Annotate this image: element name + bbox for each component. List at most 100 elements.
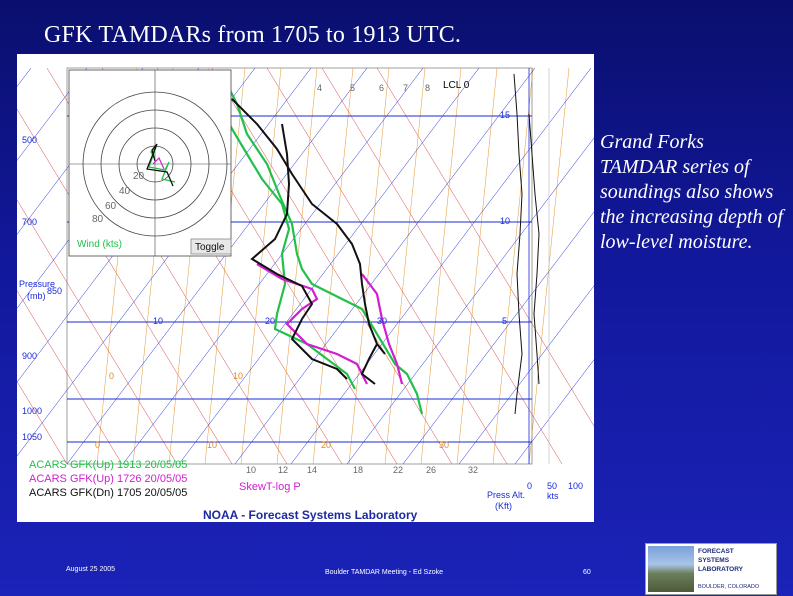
wind-barbs (513, 73, 540, 415)
logo-line3: LABORATORY (698, 566, 744, 573)
dry-adiabat-line (266, 67, 508, 465)
legend-entry-1726: ACARS GFK(Up) 1726 20/05/05 (29, 473, 187, 485)
mixing-ratio-top-label: 4 (317, 83, 322, 93)
temp-label-mid: 0 (109, 371, 114, 381)
hodograph-inset: 20 40 60 80 Wind (kts) Toggle (68, 69, 232, 257)
sounding-1705-temperature (231, 98, 386, 355)
mixing-ratio-bottom-label: 22 (393, 465, 403, 475)
sounding-1705-black (231, 98, 386, 385)
sounding-1913-green (205, 73, 424, 415)
logo-line2: SYSTEMS (698, 557, 730, 564)
isotherm-line (122, 67, 424, 465)
sounding-1726-temperature (361, 273, 404, 385)
mixing-ratio-line (312, 67, 354, 465)
isotherm-line (458, 285, 594, 465)
sounding-1705-extra (360, 343, 378, 385)
skewt-figure: LCL 0 4 5 6 7 8 Pressure (mb) 500 700 85… (17, 54, 594, 522)
hodograph-ring-label: 40 (119, 186, 131, 197)
slide-caption: Grand Forks TAMDAR series of soundings a… (600, 131, 784, 253)
legend-entry-1913: ACARS GFK(Up) 1913 20/05/05 (29, 459, 187, 471)
height-label: 10 (500, 216, 510, 226)
diagram-name: SkewT-log P (239, 481, 301, 493)
wind-speed-axis-label: 100 (568, 481, 583, 491)
temp-label-bottom: 20 (321, 440, 331, 450)
plot-frame (66, 67, 533, 465)
mixing-ratio-top-label: 8 (425, 83, 430, 93)
mountain-photo (648, 546, 694, 592)
temp-label-mid: 10 (233, 371, 243, 381)
pressure-axis-unit: (mb) (27, 291, 46, 301)
dry-adiabat-line (17, 199, 178, 465)
temp-label-upper: 20 (265, 316, 275, 326)
mixing-ratio-bottom-label: 12 (278, 465, 288, 475)
sounding-1705-dewpoint (250, 123, 348, 380)
skewt-diagram: LCL 0 4 5 6 7 8 Pressure (mb) 500 700 85… (17, 67, 594, 522)
mixing-ratio-line (204, 67, 246, 465)
isotherm-line (66, 67, 368, 465)
footer-page-number: 60 (583, 569, 591, 576)
isotherm-line (402, 211, 594, 465)
temp-label-bottom: 0 (95, 440, 100, 450)
press-alt-unit: (Kft) (495, 501, 512, 511)
isotherm-line (17, 67, 312, 457)
footer-date: August 25 2005 (66, 566, 116, 573)
pressure-label: 900 (22, 351, 37, 361)
temp-label-upper: 30 (377, 316, 387, 326)
mixing-ratio-top-label: 6 (379, 83, 384, 93)
lab-name: NOAA - Forecast Systems Laboratory (203, 508, 418, 522)
wind-speed-axis-label: 50 (547, 481, 557, 491)
sounding-1913-dewpoint (205, 73, 356, 390)
pressure-label: 850 (47, 286, 62, 296)
mixing-ratio-bottom-label: 26 (426, 465, 436, 475)
footer-meeting: Boulder TAMDAR Meeting - Ed Szoke (325, 569, 444, 576)
hodograph-ring-label: 60 (105, 201, 117, 212)
sounding-1913-temperature (221, 73, 424, 415)
isotherm-line (234, 67, 536, 465)
height-label: 15 (500, 110, 510, 120)
mixing-ratio-line (384, 67, 426, 465)
slide-title: GFK TAMDARs from 1705 to 1913 UTC. (44, 22, 462, 48)
mixing-ratio-line (276, 67, 318, 465)
mixing-ratio-bottom-label: 18 (353, 465, 363, 475)
temp-label-bottom: 10 (207, 440, 217, 450)
isotherm-line (514, 359, 594, 465)
isotherm-line (178, 67, 480, 465)
mixing-ratio-top-label: 5 (350, 83, 355, 93)
isotherm-line (346, 137, 594, 465)
temp-label-bottom: 30 (439, 440, 449, 450)
logo-line4: BOULDER, COLORADO (698, 584, 760, 590)
mixing-ratio-line (492, 67, 534, 465)
dry-adiabat-line (17, 108, 233, 465)
toggle-button[interactable] (190, 238, 232, 255)
press-alt-label: Press Alt. (487, 490, 525, 500)
pressure-label: 500 (22, 135, 37, 145)
dry-adiabat-line (376, 67, 594, 427)
isotherm-line (17, 67, 88, 161)
dry-adiabat-line (321, 67, 563, 465)
isotherm-line (17, 67, 32, 87)
fsl-logo: FORECAST SYSTEMS LABORATORY BOULDER, COL… (645, 543, 777, 595)
temp-label-upper: 10 (153, 316, 163, 326)
hodograph-ring-label: 20 (133, 171, 145, 182)
mixing-ratio-top-label: 7 (403, 83, 408, 93)
legend-entry-1705: ACARS GFK(Dn) 1705 20/05/05 (29, 487, 187, 499)
lcl-label: LCL 0 (443, 80, 470, 91)
pressure-label: 1000 (22, 406, 42, 416)
hodograph-title: Wind (kts) (77, 239, 122, 250)
mixing-ratio-line (456, 67, 498, 465)
pressure-label: 700 (22, 217, 37, 227)
dry-adiabat-line (17, 381, 68, 465)
isotherm-line (290, 67, 592, 465)
pressure-label: 1050 (22, 432, 42, 442)
mixing-ratio-bottom-label: 10 (246, 465, 256, 475)
mixing-ratio-bottom-label: 14 (307, 465, 317, 475)
mixing-ratio-bottom-label: 32 (468, 465, 478, 475)
dry-adiabat-line (17, 290, 123, 465)
wind-speed-unit: kts (547, 491, 559, 501)
pressure-axis-title: Pressure (19, 279, 55, 289)
hodograph-ring-label: 80 (92, 214, 104, 225)
height-label: 5 (502, 316, 507, 326)
toggle-button-label[interactable]: Toggle (195, 242, 225, 253)
isotherms (17, 67, 594, 465)
wind-speed-axis-label: 0 (527, 481, 532, 491)
